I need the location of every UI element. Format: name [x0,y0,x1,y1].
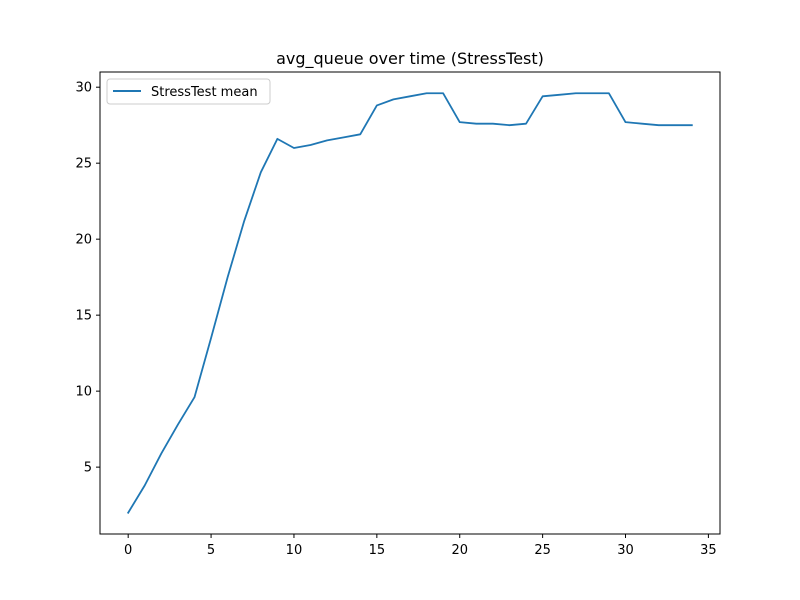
x-axis: 0 5 10 15 20 25 30 35 [124,534,717,558]
chart-title: avg_queue over time (StressTest) [276,49,544,69]
x-tick-label: 0 [124,543,132,558]
legend: StressTest mean [106,78,271,105]
plot-area [126,92,693,514]
y-axis: 5 10 15 20 25 30 [75,81,100,476]
x-tick-label: 35 [700,543,717,558]
y-tick-label: 20 [75,233,92,248]
series-line-0 [126,92,693,514]
y-tick-label: 30 [75,81,92,96]
legend-label: StressTest mean [151,85,258,100]
x-tick-label: 15 [369,543,386,558]
legend-box [106,78,271,105]
y-tick-label: 25 [75,157,92,172]
y-tick-label: 5 [84,461,92,476]
y-tick-label: 10 [75,385,92,400]
x-tick-label: 10 [286,543,303,558]
axes-frame [99,71,721,535]
y-tick-label: 15 [75,309,92,324]
x-tick-label: 5 [207,543,215,558]
x-tick-label: 25 [534,543,551,558]
x-tick-label: 30 [617,543,634,558]
x-tick-label: 20 [451,543,468,558]
